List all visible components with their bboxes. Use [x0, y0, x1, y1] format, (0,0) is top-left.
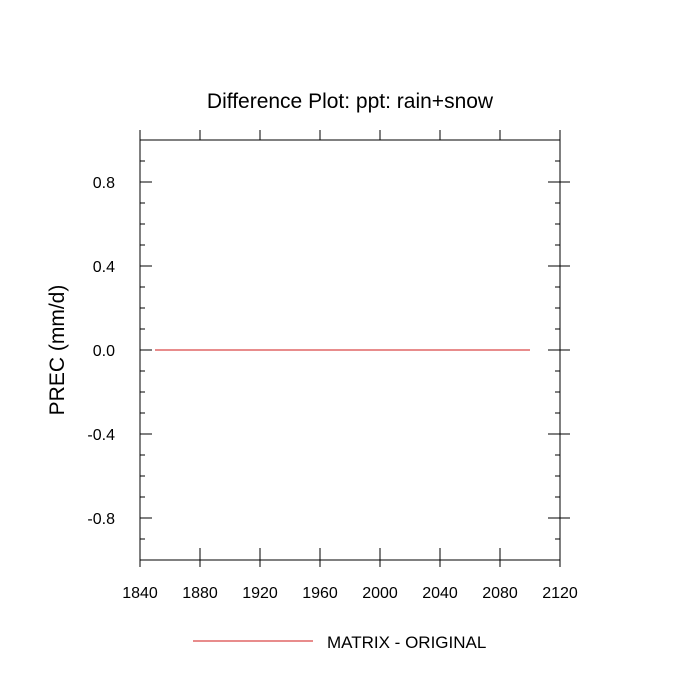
x-tick-label: 2040 [422, 585, 458, 602]
y-axis-label: PREC (mm/d) [46, 285, 69, 416]
legend-label: MATRIX - ORIGINAL [327, 633, 486, 652]
x-tick-label: 1840 [122, 585, 158, 602]
x-tick-label: 1960 [302, 585, 338, 602]
x-tick-label: 1920 [242, 585, 278, 602]
y-tick-label: 0.4 [93, 259, 115, 276]
x-tick-label: 2080 [482, 585, 518, 602]
y-tick-label: 0.0 [93, 343, 115, 360]
plot-axes: 1840 1880 1920 1960 2000 2040 2080 2120 -0.8 -0.4… [87, 130, 578, 602]
legend: MATRIX - ORIGINAL [193, 633, 486, 652]
y-tick-label: -0.8 [87, 511, 115, 528]
chart-title: Difference Plot: ppt: rain+snow [207, 90, 494, 113]
y-tick-label: 0.8 [93, 175, 115, 192]
x-tick-label: 2000 [362, 585, 398, 602]
x-tick-label: 1880 [182, 585, 218, 602]
y-tick-label: -0.4 [87, 427, 115, 444]
x-tick-label: 2120 [542, 585, 578, 602]
